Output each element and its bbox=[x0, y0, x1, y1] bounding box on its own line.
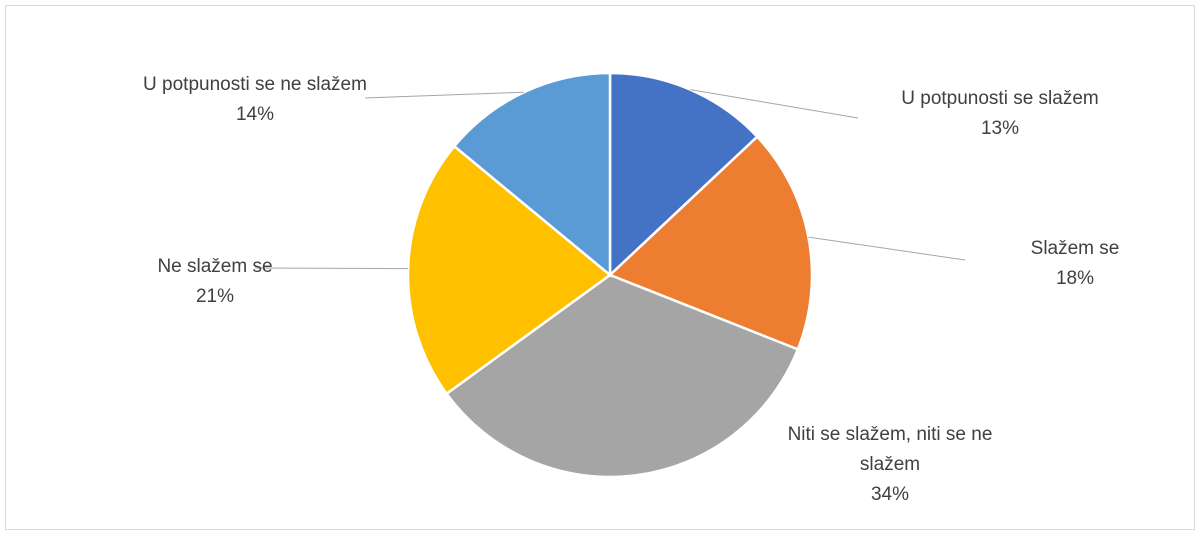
category-label: U potpunosti se ne slažem bbox=[143, 74, 367, 95]
value-label: 34% bbox=[870, 484, 910, 505]
category-label: Ne slažem se bbox=[157, 256, 273, 277]
category-label: U potpunosti se slažem bbox=[901, 88, 1099, 109]
pie-slice bbox=[444, 273, 800, 479]
category-label: Niti se slažem, niti se ne slažem bbox=[787, 424, 993, 475]
value-label: 18% bbox=[1055, 268, 1095, 289]
value-label: 13% bbox=[980, 118, 1020, 139]
leader-line bbox=[254, 267, 409, 270]
category-label: Slažem se bbox=[1030, 238, 1120, 259]
value-label: 14% bbox=[235, 104, 275, 125]
leader-line bbox=[808, 236, 966, 261]
leader-line bbox=[690, 89, 859, 119]
pie-slice bbox=[406, 144, 613, 396]
leader-line bbox=[364, 91, 525, 99]
value-label: 21% bbox=[195, 286, 235, 307]
